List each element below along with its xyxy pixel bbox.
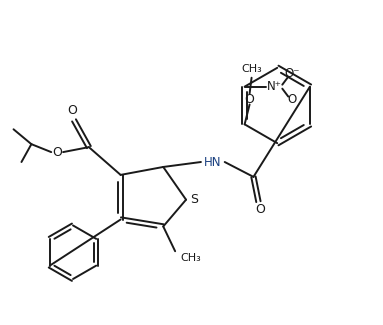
Text: O: O bbox=[245, 93, 255, 106]
Text: CH₃: CH₃ bbox=[241, 64, 262, 74]
Text: HN: HN bbox=[204, 155, 222, 168]
Text: O: O bbox=[288, 93, 297, 106]
Text: S: S bbox=[190, 193, 198, 206]
Text: CH₃: CH₃ bbox=[180, 253, 201, 263]
Text: O: O bbox=[255, 203, 265, 216]
Text: O: O bbox=[52, 146, 62, 159]
Text: O⁻: O⁻ bbox=[285, 67, 300, 80]
Text: N⁺: N⁺ bbox=[267, 80, 282, 93]
Text: O: O bbox=[67, 104, 77, 117]
